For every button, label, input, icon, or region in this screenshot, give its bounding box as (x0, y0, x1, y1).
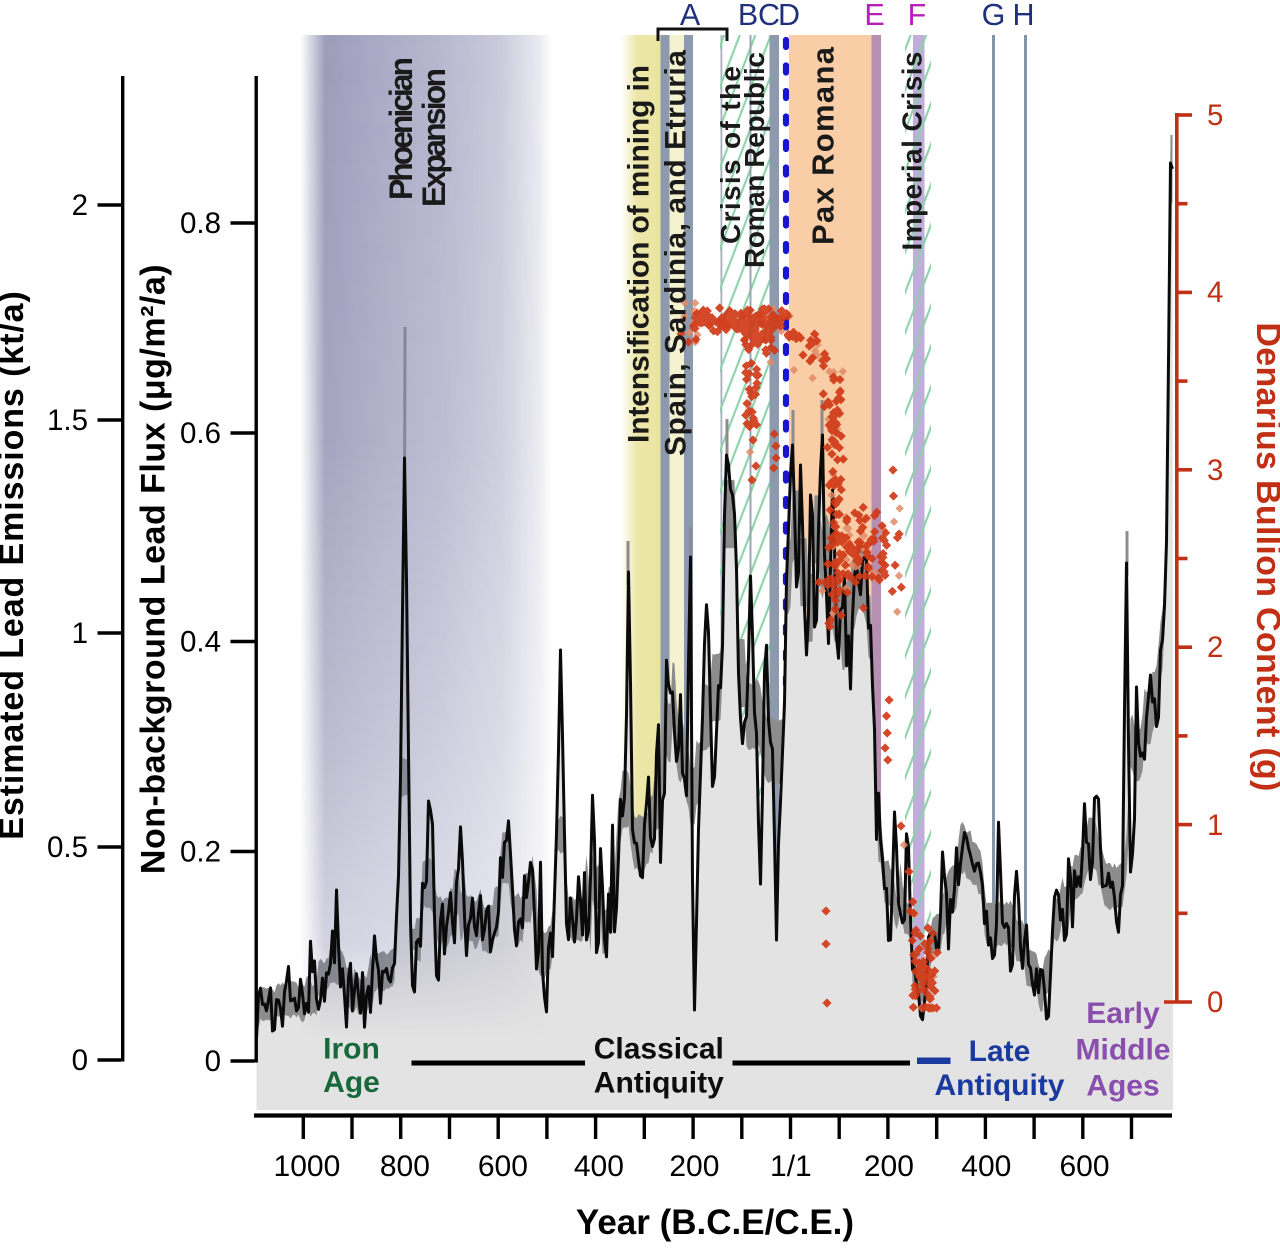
svg-text:5: 5 (1207, 99, 1223, 132)
svg-text:4: 4 (1207, 276, 1223, 309)
svg-text:Intensification of mining in: Intensification of mining in (623, 65, 656, 443)
svg-text:E: E (864, 0, 884, 32)
svg-text:0.4: 0.4 (180, 626, 221, 659)
svg-text:200: 200 (669, 1150, 719, 1183)
svg-text:Year (B.C.E/C.E.): Year (B.C.E/C.E.) (576, 1203, 854, 1242)
svg-text:0.2: 0.2 (180, 836, 221, 869)
svg-text:D: D (778, 0, 800, 32)
svg-text:C: C (758, 0, 780, 32)
svg-text:1.5: 1.5 (47, 404, 88, 437)
svg-text:Early: Early (1086, 997, 1160, 1030)
svg-text:3: 3 (1207, 454, 1223, 487)
svg-text:0: 0 (72, 1044, 88, 1077)
svg-text:Antiquity: Antiquity (594, 1067, 724, 1100)
svg-text:0: 0 (1207, 986, 1223, 1019)
svg-text:0: 0 (205, 1045, 221, 1078)
svg-text:Crisis of the: Crisis of the (715, 66, 746, 244)
svg-text:Phoenician: Phoenician (383, 57, 419, 200)
svg-text:Roman Republic: Roman Republic (739, 52, 770, 268)
svg-text:Expansion: Expansion (416, 68, 452, 207)
svg-text:F: F (908, 0, 927, 32)
svg-text:Age: Age (323, 1066, 380, 1099)
svg-text:2: 2 (72, 189, 88, 222)
svg-text:Pax Romana: Pax Romana (806, 46, 841, 245)
svg-text:B: B (738, 0, 758, 32)
svg-text:1: 1 (1207, 809, 1223, 842)
svg-text:Ages: Ages (1086, 1070, 1159, 1103)
svg-text:1/1: 1/1 (770, 1150, 812, 1183)
svg-text:1: 1 (72, 617, 88, 650)
svg-text:600: 600 (1059, 1150, 1109, 1183)
svg-text:Iron: Iron (323, 1033, 380, 1066)
svg-text:800: 800 (380, 1150, 430, 1183)
svg-text:400: 400 (574, 1150, 624, 1183)
svg-text:Spain, Sardinia, and Etruria: Spain, Sardinia, and Etruria (660, 50, 693, 456)
svg-text:Antiquity: Antiquity (935, 1069, 1065, 1102)
svg-text:0.8: 0.8 (180, 207, 221, 240)
svg-text:400: 400 (961, 1150, 1011, 1183)
svg-text:Imperial Crisis: Imperial Crisis (897, 52, 928, 251)
svg-text:Middle: Middle (1076, 1034, 1171, 1067)
svg-text:Denarius Bullion Content (g): Denarius Bullion Content (g) (1249, 322, 1280, 791)
svg-text:Late: Late (969, 1035, 1031, 1068)
svg-text:1000: 1000 (274, 1150, 341, 1183)
svg-text:Classical: Classical (594, 1033, 724, 1066)
svg-text:600: 600 (478, 1150, 528, 1183)
svg-text:A: A (680, 0, 701, 32)
svg-text:Non-background Lead Flux (μg/m: Non-background Lead Flux (μg/m²/a) (135, 264, 173, 874)
svg-text:0.6: 0.6 (180, 417, 221, 450)
svg-text:2: 2 (1207, 631, 1223, 664)
svg-text:H: H (1012, 0, 1034, 32)
svg-text:0.5: 0.5 (47, 831, 88, 864)
svg-text:Estimated Lead Emissions (kt/a: Estimated Lead Emissions (kt/a) (0, 290, 31, 839)
svg-text:200: 200 (864, 1150, 914, 1183)
svg-text:G: G (982, 0, 1006, 32)
